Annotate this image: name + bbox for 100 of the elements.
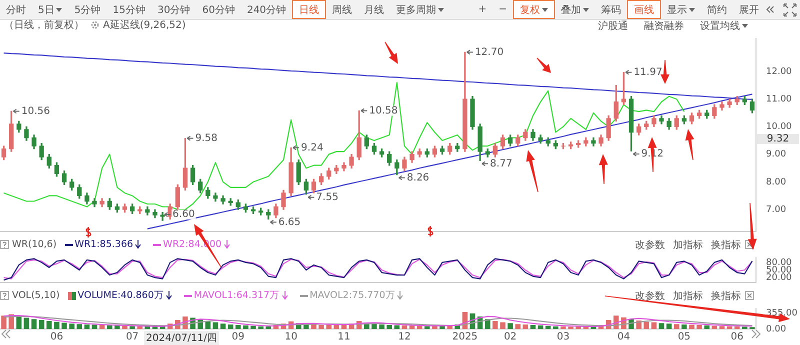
text: 换指标 bbox=[711, 238, 741, 252]
chart-title: WR(10,6) bbox=[12, 239, 57, 250]
annotation: 7.55 bbox=[316, 192, 338, 203]
bar bbox=[31, 319, 37, 329]
bar bbox=[220, 324, 226, 329]
x-tick-label: 07 bbox=[126, 332, 139, 343]
x-tick-label: 05 bbox=[678, 332, 691, 343]
bar bbox=[228, 324, 234, 329]
bar bbox=[500, 322, 506, 329]
y-tick-label: 0.00 bbox=[766, 324, 786, 334]
text: 分时 bbox=[5, 4, 27, 18]
text: 加指标 bbox=[673, 290, 703, 302]
bar bbox=[372, 324, 377, 329]
bar bbox=[704, 325, 710, 329]
text: 更多周期 bbox=[395, 4, 438, 18]
bar bbox=[326, 324, 332, 329]
bar bbox=[243, 325, 248, 329]
annotation: 12.70 bbox=[474, 46, 504, 58]
bar bbox=[674, 324, 680, 329]
x-tick-label: 12 bbox=[398, 332, 411, 343]
text: + bbox=[477, 3, 488, 17]
y-tick-label: 10.00 bbox=[766, 122, 792, 132]
bar bbox=[84, 324, 90, 329]
text: 画线 bbox=[627, 0, 661, 19]
text: 9.32 bbox=[766, 134, 790, 145]
x-tick-label: 04 bbox=[617, 332, 630, 343]
bar bbox=[38, 320, 44, 329]
bar bbox=[250, 326, 256, 329]
text: 改参数 bbox=[635, 238, 665, 252]
text: 15分钟 bbox=[112, 4, 146, 18]
annotation: 8.77 bbox=[490, 158, 512, 170]
chart-title: VOL(5,10) bbox=[12, 290, 60, 301]
text: 月线 bbox=[363, 4, 386, 18]
chart-subtitle: A延迟线(9,26,52) bbox=[103, 18, 186, 32]
bar bbox=[137, 326, 143, 329]
text: 240分钟 bbox=[246, 4, 288, 18]
bar bbox=[318, 324, 324, 329]
bar bbox=[538, 325, 544, 329]
bar bbox=[666, 324, 672, 329]
annotation: 8.26 bbox=[406, 172, 430, 184]
legend-label: WR1:85.366 bbox=[74, 239, 134, 250]
bar bbox=[424, 326, 430, 329]
bar bbox=[530, 324, 536, 329]
annotation: 10.56 bbox=[21, 106, 50, 117]
x-tick-label: 09 bbox=[232, 332, 245, 343]
text: 周线 bbox=[331, 4, 354, 18]
y-tick-label: 11.00 bbox=[766, 94, 792, 104]
bar bbox=[99, 324, 105, 329]
x-tick-label: 02 bbox=[504, 332, 517, 343]
chart-title: （日线，前复权） bbox=[4, 18, 84, 32]
bar bbox=[492, 320, 498, 329]
text: 加指标 bbox=[673, 238, 703, 252]
text: 换指标 bbox=[711, 290, 741, 302]
text: 设置均线 bbox=[699, 20, 741, 32]
bar bbox=[235, 324, 241, 329]
text: 30分钟 bbox=[156, 4, 192, 18]
text: − bbox=[498, 3, 508, 17]
bar bbox=[712, 326, 718, 329]
bar bbox=[689, 324, 694, 329]
legend-label: MAVOL1:64.317万 bbox=[192, 289, 281, 302]
bar bbox=[212, 322, 218, 329]
bar bbox=[644, 322, 650, 329]
text: 叠加 bbox=[560, 4, 582, 18]
bar bbox=[24, 318, 30, 329]
text: 2024/07/11/四 bbox=[144, 331, 220, 345]
x-tick-label: 06 bbox=[730, 332, 744, 343]
annotation: 6.65 bbox=[278, 216, 301, 228]
y-tick-label: 9.00 bbox=[766, 150, 786, 160]
y-tick-label: 8.00 bbox=[766, 177, 786, 188]
y-tick-label: 12.00 bbox=[766, 66, 792, 77]
annotation: 6.60 bbox=[172, 209, 195, 220]
legend-label: VOLUME:40.860万 bbox=[76, 289, 165, 302]
bar bbox=[92, 324, 98, 329]
bar bbox=[69, 324, 74, 329]
bar bbox=[62, 322, 67, 329]
bar bbox=[416, 326, 422, 329]
bar bbox=[1, 316, 6, 329]
bar bbox=[553, 326, 558, 329]
bar bbox=[394, 325, 400, 329]
annotation: 9.24 bbox=[301, 142, 324, 154]
bar bbox=[696, 324, 702, 329]
bar bbox=[379, 324, 384, 329]
bar bbox=[522, 324, 528, 329]
text: 改参数 bbox=[635, 290, 665, 302]
x-tick-label: 2025 bbox=[452, 332, 478, 343]
text: 展开 bbox=[738, 4, 760, 18]
annotation: 11.97 bbox=[634, 66, 662, 78]
bar bbox=[311, 324, 316, 329]
text: 融资融券 bbox=[643, 20, 685, 32]
x-tick-label: 06 bbox=[50, 332, 64, 343]
bar bbox=[651, 322, 657, 329]
bar bbox=[54, 322, 60, 329]
bar bbox=[46, 320, 52, 329]
y-tick-label: 7.00 bbox=[766, 204, 786, 215]
text: 简约 bbox=[706, 4, 728, 18]
bar bbox=[682, 324, 687, 329]
text: 5日 bbox=[37, 4, 56, 18]
y-tick-label: 20.00 bbox=[766, 272, 792, 283]
text: 日线 bbox=[292, 0, 326, 19]
text: 沪股通 bbox=[597, 20, 629, 32]
